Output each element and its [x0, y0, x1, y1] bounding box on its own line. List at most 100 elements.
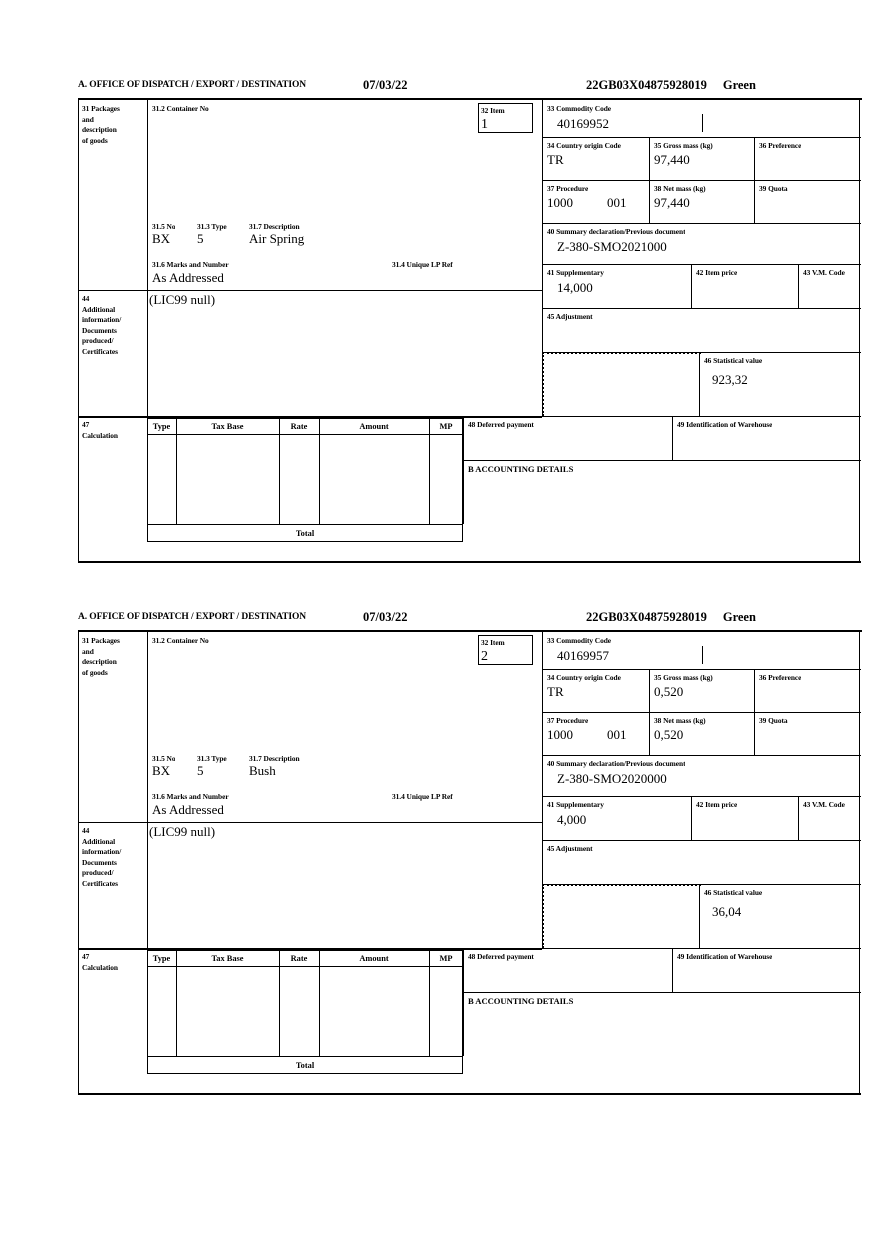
box35-36-divider — [754, 669, 755, 712]
box45-adjustment-label: 45 Adjustment — [547, 844, 593, 853]
box37-bottom-rule — [542, 755, 861, 756]
calculation-table — [147, 418, 463, 542]
box37-procedure-value2[interactable]: 001 — [607, 195, 627, 210]
box42-item-price-label: 42 Item price — [696, 800, 738, 809]
box41-bottom-rule — [542, 840, 861, 841]
box39-quota-label: 39 Quota — [759, 716, 788, 725]
box48-bottom-rule — [463, 460, 861, 461]
box40-previous-document-value[interactable]: Z-380-SMO2020000 — [557, 771, 667, 786]
box46-dotted-left-rule — [542, 884, 544, 948]
box-b-accounting-details-label: B ACCOUNTING DETAILS — [468, 464, 574, 474]
box37-procedure-value[interactable]: 1000 — [547, 727, 573, 742]
box31-divider — [147, 632, 148, 822]
calc-header-mp: MP — [439, 954, 453, 963]
calc-header-rule — [147, 966, 463, 967]
box37-procedure-value[interactable]: 1000 — [547, 195, 573, 210]
box36-preference-label: 36 Preference — [759, 141, 802, 150]
box32-item[interactable]: 32 Item 1 — [478, 103, 533, 133]
calc-header-tax-base: Tax Base — [211, 954, 244, 963]
box31-7-description-label: 31.7 Description — [249, 222, 300, 231]
box49-warehouse-id-label: 49 Identification of Warehouse — [677, 420, 773, 429]
box31-5-no-value[interactable]: BX — [152, 231, 171, 246]
box32-item[interactable]: 32 Item 2 — [478, 635, 533, 665]
box46-statistical-value-label: 46 Statistical value — [704, 356, 763, 365]
box40-bottom-rule — [542, 796, 861, 797]
box41-42-divider — [691, 264, 692, 308]
calc-col-divider-4 — [429, 950, 430, 1056]
box34-bottom-rule — [542, 712, 861, 713]
box47-top-rule — [79, 948, 542, 950]
box46-dotted-left-rule — [542, 352, 544, 416]
box40-previous-document-value[interactable]: Z-380-SMO2021000 — [557, 239, 667, 254]
box34-country-origin-value[interactable]: TR — [547, 684, 564, 699]
box41-supplementary-value[interactable]: 4,000 — [557, 812, 587, 827]
box47-label: 47 Calculation — [82, 420, 118, 440]
box31-6-marks-value[interactable]: As Addressed — [152, 802, 224, 817]
box34-country-origin-value[interactable]: TR — [547, 152, 564, 167]
box34-35-divider — [649, 669, 650, 712]
box31-7-description-value[interactable]: Air Spring — [249, 231, 305, 246]
route-status: Green — [722, 78, 756, 92]
box33-commodity-code-value[interactable]: 40169952 — [557, 116, 609, 131]
box31-2-container-no-label: 31.2 Container No — [152, 636, 209, 645]
box48-49-divider — [672, 948, 673, 992]
box37-bottom-rule — [542, 223, 861, 224]
box38-net-mass-value[interactable]: 97,440 — [654, 195, 690, 210]
form-body: 31 Packages and description of goods 31.… — [78, 100, 861, 563]
box33-bottom-rule — [542, 669, 861, 670]
right-column-divider — [542, 632, 543, 948]
calc-header-type: Type — [152, 954, 171, 963]
calc-col-divider-3 — [319, 950, 320, 1056]
declaration-date: 07/03/22 — [363, 78, 408, 92]
box33-subdivider — [702, 114, 703, 132]
box33-commodity-code-label: 33 Commodity Code — [547, 104, 612, 113]
calc-total-label: Total — [295, 529, 315, 538]
box33-commodity-code-value[interactable]: 40169957 — [557, 648, 609, 663]
box35-gross-mass-value[interactable]: 97,440 — [654, 152, 690, 167]
box47-right-divider — [463, 416, 464, 524]
calc-header-amount: Amount — [359, 954, 389, 963]
box32-item-value: 1 — [481, 116, 488, 132]
box41-42-divider — [691, 796, 692, 840]
form-bottom-rule — [79, 561, 861, 563]
box46-left-divider — [699, 352, 700, 416]
box40-previous-document-label: 40 Summary declaration/Previous document — [547, 759, 686, 768]
box31-4-unique-lp-ref-label: 31.4 Unique LP Ref — [392, 792, 453, 801]
calc-col-divider-3 — [319, 418, 320, 524]
calc-total-rule — [147, 524, 463, 525]
box44-additional-information-value[interactable]: (LIC99 null) — [149, 824, 216, 839]
box35-gross-mass-value[interactable]: 0,520 — [654, 684, 684, 699]
route-status: Green — [722, 610, 756, 624]
box44-additional-information-value[interactable]: (LIC99 null) — [149, 292, 216, 307]
box31-2-container-no-label: 31.2 Container No — [152, 104, 209, 113]
box46-statistical-value-value[interactable]: 36,04 — [712, 904, 742, 919]
box-b-accounting-details-label: B ACCOUNTING DETAILS — [468, 996, 574, 1006]
box38-net-mass-value[interactable]: 0,520 — [654, 727, 684, 742]
box46-statistical-value-value[interactable]: 923,32 — [712, 372, 748, 387]
calc-total-rule — [147, 1056, 463, 1057]
calc-header-rate: Rate — [290, 422, 308, 431]
box47-label: 47 Calculation — [82, 952, 118, 972]
box31-7-description-label: 31.7 Description — [249, 754, 300, 763]
box33-bottom-rule — [542, 137, 861, 138]
box31-3-type-value[interactable]: 5 — [197, 763, 204, 778]
box31-6-marks-label: 31.6 Marks and Number — [152, 792, 229, 801]
calc-col-divider-4 — [429, 418, 430, 524]
box44-divider — [147, 290, 148, 416]
box31-7-description-value[interactable]: Bush — [249, 763, 276, 778]
box41-supplementary-label: 41 Supplementary — [547, 268, 604, 277]
box43-vm-code-label: 43 V.M. Code — [803, 268, 845, 277]
box31-3-type-value[interactable]: 5 — [197, 231, 204, 246]
box41-bottom-rule — [542, 308, 861, 309]
box39-quota-label: 39 Quota — [759, 184, 788, 193]
form-body: 31 Packages and description of goods 31.… — [78, 632, 861, 1095]
box41-supplementary-value[interactable]: 14,000 — [557, 280, 593, 295]
box31-6-marks-value[interactable]: As Addressed — [152, 270, 224, 285]
box47-right-divider — [463, 948, 464, 1056]
box44-top-rule — [79, 290, 542, 291]
box33-subdivider — [702, 646, 703, 664]
box40-previous-document-label: 40 Summary declaration/Previous document — [547, 227, 686, 236]
right-column-divider — [542, 100, 543, 416]
box31-5-no-value[interactable]: BX — [152, 763, 171, 778]
box37-procedure-value2[interactable]: 001 — [607, 727, 627, 742]
